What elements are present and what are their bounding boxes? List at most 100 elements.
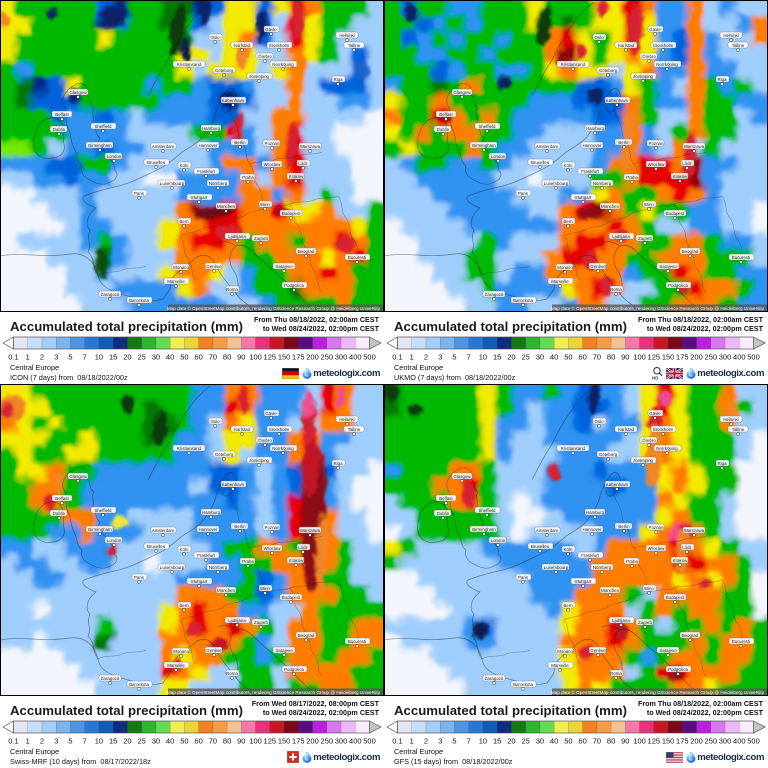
- svg-text:Hannover: Hannover: [198, 143, 218, 148]
- svg-text:Tallinn: Tallinn: [348, 427, 361, 432]
- svg-text:Sarajevo: Sarajevo: [275, 648, 293, 653]
- svg-text:Frankfurt: Frankfurt: [197, 169, 215, 174]
- svg-text:Sheffield: Sheffield: [478, 508, 496, 513]
- svg-text:Birmingham: Birmingham: [472, 527, 496, 532]
- svg-text:Ljubljana: Ljubljana: [612, 234, 630, 239]
- svg-text:Nürnberg: Nürnberg: [209, 565, 228, 570]
- svg-text:125: 125: [648, 353, 661, 362]
- svg-text:60: 60: [578, 353, 586, 362]
- svg-text:80: 80: [607, 353, 615, 362]
- svg-text:90: 90: [621, 737, 629, 746]
- svg-text:Zagreb: Zagreb: [638, 236, 652, 241]
- svg-text:250: 250: [321, 737, 334, 746]
- svg-text:Bucuresti: Bucuresti: [732, 639, 750, 644]
- svg-text:Budapest: Budapest: [666, 595, 685, 600]
- svg-text:Gävle: Gävle: [265, 27, 277, 32]
- svg-text:100: 100: [633, 353, 646, 362]
- svg-text:Luxembourg: Luxembourg: [160, 181, 185, 186]
- svg-text:Beograd: Beograd: [298, 249, 315, 254]
- svg-text:Paris: Paris: [134, 575, 145, 580]
- svg-text:Lódz: Lódz: [298, 545, 308, 550]
- svg-text:München: München: [601, 204, 620, 209]
- svg-text:Ljubljana: Ljubljana: [228, 234, 246, 239]
- svg-text:Oslo: Oslo: [594, 35, 604, 40]
- svg-text:50: 50: [564, 737, 572, 746]
- svg-text:30: 30: [536, 737, 544, 746]
- svg-text:Dublin: Dublin: [53, 511, 66, 516]
- svg-text:90: 90: [237, 737, 245, 746]
- svg-text:Gävle: Gävle: [265, 411, 277, 416]
- svg-text:Paris: Paris: [134, 191, 145, 196]
- svg-text:10: 10: [479, 737, 487, 746]
- svg-text:Bucuresti: Bucuresti: [732, 255, 750, 260]
- svg-text:60: 60: [194, 353, 202, 362]
- svg-text:50: 50: [180, 353, 188, 362]
- svg-text:175: 175: [676, 353, 689, 362]
- svg-text:Jönköping: Jönköping: [633, 74, 654, 79]
- svg-text:Marseille: Marseille: [167, 663, 185, 668]
- svg-text:Wroclaw: Wroclaw: [648, 546, 666, 551]
- svg-text:1: 1: [26, 737, 30, 746]
- svg-text:Berlin: Berlin: [234, 140, 246, 145]
- svg-text:Bern: Bern: [179, 603, 189, 608]
- svg-text:15: 15: [493, 353, 501, 362]
- svg-text:Lódz: Lódz: [298, 161, 308, 166]
- svg-text:Amsterdam: Amsterdam: [536, 144, 559, 149]
- svg-text:Amsterdam: Amsterdam: [536, 528, 559, 533]
- svg-text:Sheffield: Sheffield: [94, 508, 112, 513]
- svg-text:Kraków: Kraków: [289, 558, 304, 563]
- svg-text:300: 300: [335, 737, 348, 746]
- svg-text:Nürnberg: Nürnberg: [593, 181, 612, 186]
- svg-text:Hamburg: Hamburg: [586, 510, 605, 515]
- svg-text:Nürnberg: Nürnberg: [593, 565, 612, 570]
- svg-text:7: 7: [83, 737, 87, 746]
- svg-text:Riga: Riga: [717, 77, 727, 82]
- svg-text:Ljubljana: Ljubljana: [612, 618, 630, 623]
- svg-text:125: 125: [648, 737, 661, 746]
- svg-text:Stuttgart: Stuttgart: [191, 195, 208, 200]
- svg-text:100: 100: [249, 353, 262, 362]
- svg-text:Beograd: Beograd: [682, 633, 699, 638]
- svg-text:Berlin: Berlin: [618, 524, 630, 529]
- svg-text:München: München: [601, 588, 620, 593]
- svg-text:København: København: [222, 482, 245, 487]
- svg-text:Bern: Bern: [563, 603, 573, 608]
- svg-text:Dublin: Dublin: [53, 127, 66, 132]
- svg-text:Oslo: Oslo: [210, 35, 220, 40]
- svg-text:80: 80: [607, 737, 615, 746]
- svg-text:HD: HD: [652, 375, 658, 380]
- svg-text:Map data © OpenStreetMap contr: Map data © OpenStreetMap contributors, r…: [551, 305, 765, 311]
- svg-text:Göteborg: Göteborg: [599, 68, 618, 73]
- svg-text:Oslo: Oslo: [594, 419, 604, 424]
- svg-text:Zaragoza: Zaragoza: [101, 292, 120, 297]
- svg-text:Örebro: Örebro: [642, 54, 656, 59]
- svg-text:150: 150: [662, 737, 675, 746]
- svg-text:Birmingham: Birmingham: [88, 143, 112, 148]
- svg-text:Bucuresti: Bucuresti: [348, 255, 366, 260]
- svg-text:Belfast: Belfast: [439, 496, 453, 501]
- svg-text:500: 500: [747, 737, 760, 746]
- svg-text:Marseille: Marseille: [551, 279, 569, 284]
- svg-text:Warszawa: Warszawa: [684, 144, 705, 149]
- svg-text:Praha: Praha: [242, 559, 254, 564]
- svg-text:25: 25: [138, 353, 146, 362]
- svg-text:Belfast: Belfast: [439, 112, 453, 117]
- svg-text:90: 90: [621, 353, 629, 362]
- svg-text:Stuttgart: Stuttgart: [575, 195, 592, 200]
- svg-text:Köln: Köln: [180, 163, 189, 168]
- svg-text:400: 400: [349, 353, 362, 362]
- svg-text:400: 400: [733, 353, 746, 362]
- svg-text:Bern: Bern: [563, 219, 573, 224]
- svg-text:70: 70: [593, 353, 601, 362]
- svg-text:400: 400: [733, 737, 746, 746]
- svg-text:Kraków: Kraków: [673, 558, 688, 563]
- svg-text:Kraków: Kraków: [289, 174, 304, 179]
- svg-text:Zagreb: Zagreb: [254, 236, 268, 241]
- svg-text:Riga: Riga: [333, 461, 343, 466]
- svg-text:Zagreb: Zagreb: [638, 620, 652, 625]
- svg-text:Glasgow: Glasgow: [453, 474, 471, 479]
- svg-text:5: 5: [452, 353, 456, 362]
- svg-text:Paris: Paris: [518, 575, 529, 580]
- svg-text:Karlstad: Karlstad: [618, 43, 635, 48]
- svg-text:Monaco: Monaco: [173, 649, 189, 654]
